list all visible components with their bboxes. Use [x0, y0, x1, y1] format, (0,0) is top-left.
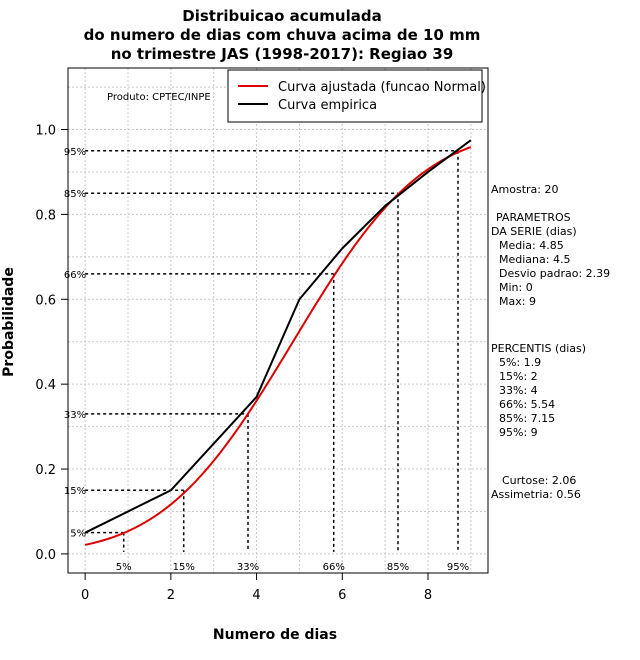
param-min: Min: 0 — [499, 281, 533, 294]
side-panel: Amostra: 20 PARAMETROS DA SERIE (dias) M… — [491, 183, 610, 501]
percentile-guide-x-label: 15% — [173, 562, 195, 573]
y-axis-label: Probabilidade — [1, 267, 17, 377]
x-tick-label: 0 — [81, 588, 89, 603]
y-tick-label: 0.4 — [35, 378, 56, 393]
percentile-15: 15%: 2 — [499, 370, 538, 383]
legend-box — [227, 69, 483, 123]
param-mediana: Mediana: 4.5 — [499, 253, 570, 266]
percentile-guides: 5% 5% 15% 15% 33% 33% 66% 66% 85% 85% 95% 95% — [64, 147, 469, 573]
sample-size: Amostra: 20 — [491, 183, 558, 196]
x-tick-label: 8 — [424, 588, 432, 603]
y-tick-label: 1.0 — [35, 124, 56, 139]
series — [84, 139, 472, 546]
parameters-title-2: DA SERIE (dias) — [491, 225, 577, 238]
percentile-guide-y-label: 66% — [64, 270, 86, 281]
percentile-5: 5%: 1.9 — [499, 356, 541, 369]
legend: Curva ajustada (funcao Normal) Curva emp… — [227, 69, 486, 123]
x-tick-label: 6 — [338, 588, 346, 603]
skewness: Assimetria: 0.56 — [491, 488, 581, 501]
percentile-33: 33%: 4 — [499, 384, 538, 397]
percentile-66: 66%: 5.54 — [499, 398, 555, 411]
plot-frame — [67, 67, 489, 574]
empirical-curve — [84, 139, 472, 534]
percentile-guide-y-label: 15% — [64, 486, 86, 497]
percentile-guide-x-label: 33% — [237, 562, 259, 573]
chart-title-line-1: Distribuicao acumulada — [182, 7, 381, 25]
parameters-title-1: PARAMETROS — [496, 211, 571, 224]
percentile-guide-y-label: 33% — [64, 410, 86, 421]
x-tick-label: 4 — [252, 588, 260, 603]
percentile-guide-x-label: 5% — [116, 562, 132, 573]
x-axis-label: Numero de dias — [213, 627, 337, 643]
percentile-guide-x-label: 85% — [387, 562, 409, 573]
chart-title-line-2: do numero de dias com chuva acima de 10 … — [84, 26, 481, 44]
y-tick-label: 0.8 — [35, 208, 56, 223]
y-tick-label: 0.0 — [35, 548, 56, 563]
legend-label-empirical: Curva empirica — [278, 98, 377, 113]
percentile-guide-y-label: 85% — [64, 189, 86, 200]
product-annotation: Produto: CPTEC/INPE — [107, 92, 211, 103]
percentiles-title: PERCENTIS (dias) — [491, 342, 586, 355]
param-desvio: Desvio padrao: 2.39 — [499, 267, 610, 280]
param-media: Media: 4.85 — [499, 239, 564, 252]
kurtosis: Curtose: 2.06 — [502, 474, 576, 487]
chart-title-line-3: no trimestre JAS (1998-2017): Regiao 39 — [111, 45, 454, 63]
percentile-85: 85%: 7.15 — [499, 412, 555, 425]
param-max: Max: 9 — [499, 295, 536, 308]
y-tick-label: 0.6 — [35, 293, 56, 308]
percentile-95: 95%: 9 — [499, 426, 538, 439]
x-tick-label: 2 — [167, 588, 175, 603]
percentile-guide-y-label: 5% — [70, 529, 86, 540]
percentile-guide-y-label: 95% — [64, 147, 86, 158]
axis-ticks: 0 2 4 6 8 0.0 0.2 0.4 0.6 0.8 1.0 — [35, 124, 432, 603]
fitted-normal-curve — [84, 146, 472, 546]
grid — [68, 68, 488, 573]
percentile-guide-x-label: 66% — [323, 562, 345, 573]
percentile-guide-x-label: 95% — [447, 562, 469, 573]
legend-label-fitted: Curva ajustada (funcao Normal) — [278, 80, 486, 95]
y-tick-label: 0.2 — [35, 463, 56, 478]
